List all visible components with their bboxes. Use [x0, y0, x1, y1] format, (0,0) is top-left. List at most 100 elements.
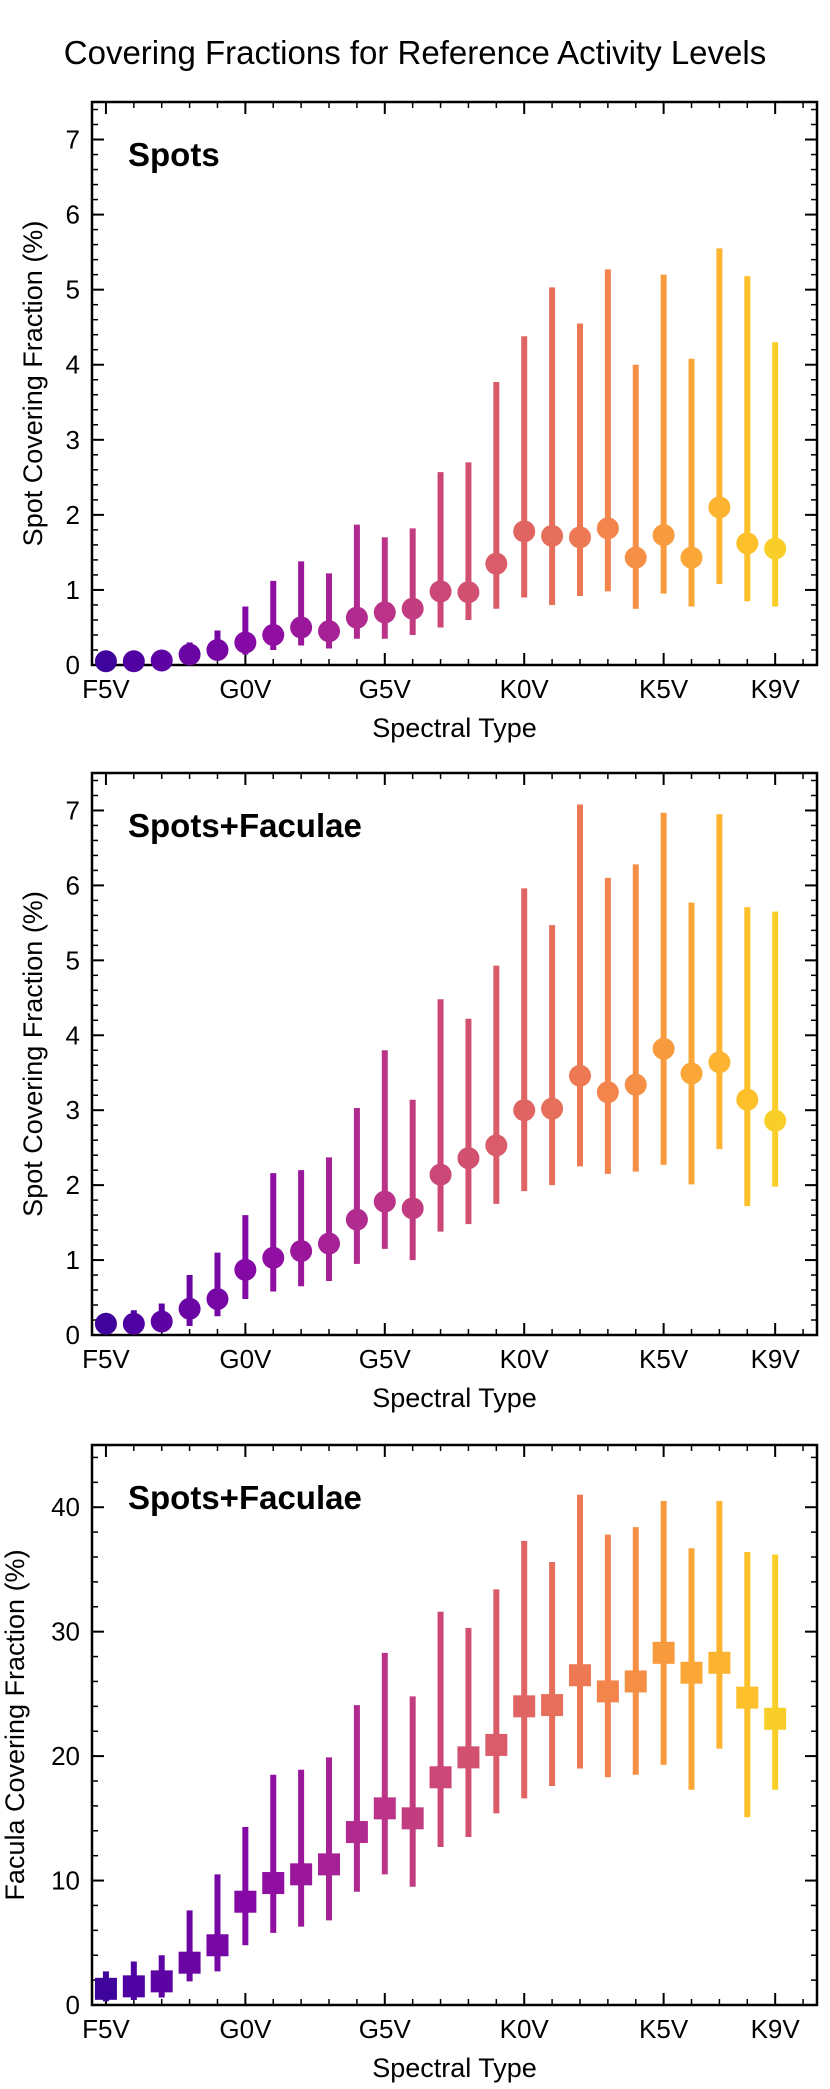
data-point	[596, 517, 619, 540]
data-point	[485, 552, 508, 575]
data-point	[206, 638, 229, 661]
data-point	[764, 1109, 787, 1132]
panel-label: Spots+Faculae	[128, 1479, 362, 1516]
y-tick-label: 7	[66, 795, 80, 825]
y-tick-label: 20	[51, 1741, 80, 1771]
data-point	[513, 1695, 536, 1718]
data-point	[150, 649, 173, 672]
y-tick-label: 4	[66, 350, 80, 380]
data-point	[94, 650, 117, 673]
data-point	[122, 1975, 145, 1998]
data-point	[178, 643, 201, 666]
data-point	[373, 1797, 396, 1820]
data-point	[736, 532, 759, 555]
x-tick-label: K9V	[751, 1344, 801, 1374]
data-point	[429, 580, 452, 603]
data-point	[568, 1064, 591, 1087]
y-tick-label: 0	[66, 1320, 80, 1350]
y-tick-label: 4	[66, 1020, 80, 1050]
data-point	[234, 1258, 257, 1281]
data-point	[318, 1232, 341, 1255]
plot-frame	[90, 100, 819, 667]
y-tick-label: 6	[66, 200, 80, 230]
data-point	[596, 1081, 619, 1104]
data-point	[457, 1147, 480, 1170]
x-axis-label: Spectral Type	[372, 1383, 537, 1413]
x-tick-label: K0V	[500, 1344, 550, 1374]
data-point	[373, 601, 396, 624]
data-point	[624, 546, 647, 569]
data-point	[568, 526, 591, 549]
data-point	[94, 1977, 117, 2000]
x-tick-label: F5V	[82, 1344, 130, 1374]
data-point	[150, 1970, 173, 1993]
y-tick-label: 10	[51, 1866, 80, 1896]
y-tick-label: 40	[51, 1492, 80, 1522]
y-tick-label: 3	[66, 425, 80, 455]
panel-label: Spots	[128, 136, 220, 173]
x-axis-label: Spectral Type	[372, 2053, 537, 2083]
data-point	[401, 1197, 424, 1220]
x-tick-label: K5V	[639, 2014, 689, 2044]
data-point	[122, 650, 145, 673]
data-point	[429, 1766, 452, 1789]
data-point	[680, 546, 703, 569]
data-point	[122, 1312, 145, 1335]
data-point	[401, 597, 424, 620]
data-point	[680, 1062, 703, 1085]
data-point	[513, 520, 536, 543]
data-point	[541, 1097, 564, 1120]
x-tick-label: F5V	[82, 2014, 130, 2044]
data-point	[764, 537, 787, 560]
x-tick-label: G0V	[219, 2014, 272, 2044]
data-point	[290, 1240, 313, 1263]
y-tick-label: 2	[66, 1170, 80, 1200]
data-point	[708, 496, 731, 519]
data-point	[373, 1190, 396, 1213]
x-tick-label: G0V	[219, 674, 272, 704]
data-point	[764, 1707, 787, 1730]
data-point	[234, 631, 257, 654]
data-point	[94, 1312, 117, 1335]
data-point	[318, 1853, 341, 1876]
data-point	[262, 1246, 285, 1269]
data-point	[680, 1661, 703, 1684]
x-tick-label: F5V	[82, 674, 130, 704]
x-tick-label: G5V	[359, 674, 412, 704]
data-point	[596, 1680, 619, 1703]
y-tick-label: 2	[66, 500, 80, 530]
y-tick-label: 6	[66, 870, 80, 900]
data-point	[513, 1099, 536, 1122]
data-point	[234, 1890, 257, 1913]
data-point	[457, 581, 480, 604]
data-point	[401, 1807, 424, 1830]
x-tick-label: K0V	[500, 2014, 550, 2044]
x-tick-label: K0V	[500, 674, 550, 704]
data-point	[708, 1651, 731, 1674]
data-point	[206, 1934, 229, 1957]
plot-frame	[90, 1443, 819, 2007]
data-point	[345, 606, 368, 629]
data-point	[290, 1863, 313, 1886]
data-point	[541, 524, 564, 547]
y-tick-label: 7	[66, 125, 80, 155]
y-tick-label: 3	[66, 1095, 80, 1125]
y-axis-label: Spot Covering Fraction (%)	[18, 891, 48, 1217]
x-axis-label: Spectral Type	[372, 713, 537, 743]
data-point	[345, 1821, 368, 1844]
data-point	[708, 1051, 731, 1074]
data-point	[624, 1073, 647, 1096]
data-point	[345, 1208, 368, 1231]
data-point	[178, 1951, 201, 1974]
x-tick-label: K9V	[751, 2014, 801, 2044]
y-tick-label: 0	[66, 1990, 80, 2020]
data-point	[652, 1037, 675, 1060]
data-point	[624, 1670, 647, 1693]
y-axis-label: Facula Covering Fraction (%)	[0, 1549, 30, 1900]
data-point	[206, 1288, 229, 1311]
data-point	[568, 1664, 591, 1687]
x-tick-label: G5V	[359, 2014, 412, 2044]
data-point	[262, 1872, 285, 1895]
y-tick-label: 1	[66, 575, 80, 605]
